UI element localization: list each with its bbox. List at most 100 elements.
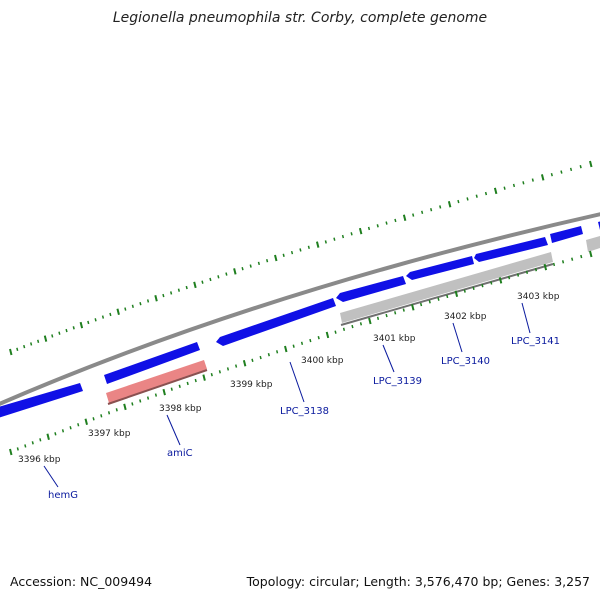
minor-tick <box>503 186 506 190</box>
minor-tick <box>109 312 112 317</box>
minor-tick <box>490 281 493 285</box>
minor-tick <box>226 367 230 371</box>
minor-tick <box>69 426 72 430</box>
minor-tick <box>466 197 469 201</box>
minor-tick <box>234 364 238 368</box>
minor-tick <box>419 302 423 307</box>
minor-tick <box>65 328 68 333</box>
genome-backbone <box>0 212 600 406</box>
minor-tick <box>569 167 573 172</box>
minor-tick <box>571 257 574 261</box>
scale-label: 3401 kbp <box>373 334 416 344</box>
minor-tick <box>131 304 134 309</box>
minor-tick <box>209 277 212 282</box>
minor-tick <box>350 232 353 236</box>
minor-tick <box>185 285 188 290</box>
minor-tick <box>139 399 142 403</box>
minor-tick <box>100 414 103 418</box>
major-tick <box>498 277 503 284</box>
minor-tick <box>210 373 213 377</box>
gene-label-lpc3141[interactable]: LPC_3141 <box>511 336 560 347</box>
minor-tick <box>359 322 363 326</box>
minor-tick <box>463 289 466 293</box>
minor-tick <box>290 250 294 255</box>
cds-feature[interactable] <box>474 237 548 262</box>
minor-tick <box>218 370 221 374</box>
minor-tick <box>92 417 95 421</box>
cds-feature[interactable] <box>0 383 83 418</box>
major-tick <box>315 241 320 248</box>
scale-label: 3398 kbp <box>159 404 202 414</box>
amic-rna-feature[interactable] <box>106 360 207 403</box>
minor-tick <box>525 270 529 275</box>
major-tick <box>9 448 13 456</box>
minor-tick <box>439 205 442 209</box>
minor-tick <box>37 339 40 343</box>
gene-label-lpc3139[interactable]: LPC_3139 <box>373 376 422 387</box>
minor-tick <box>177 288 180 292</box>
forward-strand-features <box>0 221 600 418</box>
minor-tick <box>24 444 27 448</box>
major-tick <box>242 359 247 367</box>
minor-tick <box>292 344 295 348</box>
lpc3141-leader <box>521 302 531 334</box>
major-tick <box>84 418 88 425</box>
gene-label-hemg[interactable]: hemG <box>48 490 78 501</box>
major-tick <box>123 403 127 411</box>
minor-tick <box>475 194 478 198</box>
gene-label-amic[interactable]: amiC <box>167 448 193 459</box>
cds-feature[interactable] <box>406 256 474 280</box>
minor-tick <box>317 336 320 340</box>
gene-labels: hemG amiC LPC_3138 LPC_3139 LPC_3140 LPC… <box>48 336 560 501</box>
major-tick <box>589 250 593 258</box>
cds-feature[interactable] <box>216 298 336 346</box>
scale-label: 3403 kbp <box>517 292 560 302</box>
major-tick <box>540 174 545 181</box>
map-title: Legionella pneumophila str. Corby, compl… <box>112 10 488 26</box>
major-tick <box>543 263 548 271</box>
minor-tick <box>107 411 111 415</box>
minor-tick <box>201 280 204 284</box>
major-tick <box>411 304 415 311</box>
lpc3139-leader <box>382 344 395 373</box>
gene-label-lpc3140[interactable]: LPC_3140 <box>441 356 490 367</box>
minor-tick <box>402 308 405 312</box>
minor-tick <box>249 264 252 268</box>
minor-tick <box>412 213 415 217</box>
minor-tick <box>54 432 57 436</box>
minor-tick <box>385 221 388 225</box>
minor-tick <box>139 301 142 306</box>
minor-tick <box>534 268 538 272</box>
minor-tick <box>472 286 475 291</box>
minor-tick <box>257 261 260 266</box>
scale-label: 3400 kbp <box>301 356 344 366</box>
lpc3138-leader <box>289 361 305 403</box>
minor-tick <box>299 248 302 252</box>
minor-tick <box>552 262 556 267</box>
major-tick <box>447 201 452 208</box>
cds-feature[interactable] <box>336 276 406 302</box>
minor-tick <box>522 181 525 185</box>
major-tick <box>402 214 407 221</box>
minor-tick <box>101 315 105 319</box>
cds-feature[interactable] <box>550 226 583 243</box>
minor-tick <box>131 402 134 406</box>
major-tick <box>325 331 330 339</box>
gray-cds-feature[interactable] <box>340 252 553 323</box>
gene-label-lpc3138[interactable]: LPC_3138 <box>280 406 329 417</box>
minor-tick <box>23 344 26 349</box>
gray-cds-feature[interactable] <box>586 236 600 252</box>
scale-label: 3402 kbp <box>444 312 487 322</box>
minor-tick <box>259 355 262 360</box>
major-tick <box>79 321 84 329</box>
major-tick <box>46 433 50 441</box>
amic-shadow <box>107 369 208 405</box>
cds-feature[interactable] <box>104 342 200 384</box>
major-tick <box>274 254 278 262</box>
scale-labels: 3396 kbp 3397 kbp 3398 kbp 3399 kbp 3400… <box>18 292 560 465</box>
hemg-leader <box>43 465 59 488</box>
minor-tick <box>146 299 150 303</box>
minor-tick <box>300 341 304 346</box>
minor-tick <box>72 326 75 330</box>
